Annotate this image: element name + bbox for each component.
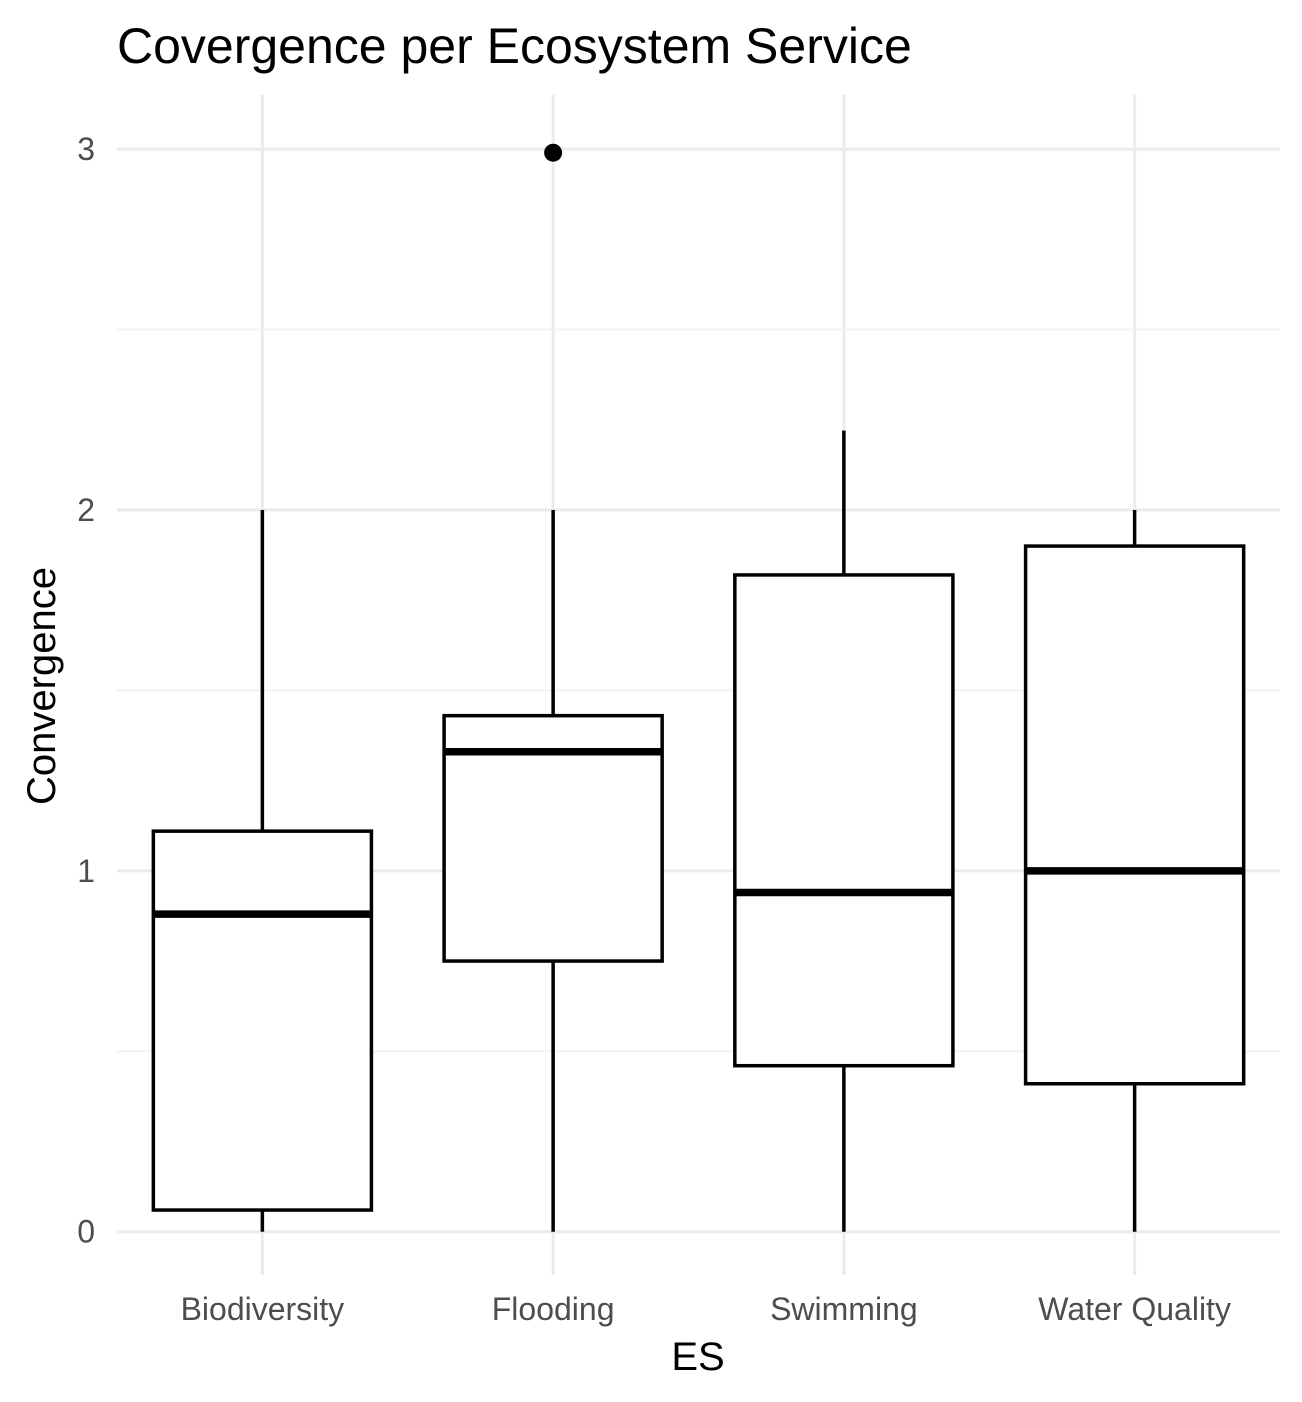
x-tick-label: Flooding [492, 1291, 615, 1327]
box-iqr [151, 829, 374, 1212]
x-tick-label: Swimming [770, 1291, 918, 1327]
x-axis-title: ES [671, 1335, 724, 1379]
y-tick-label: 3 [77, 131, 95, 167]
box-iqr [1023, 544, 1246, 1086]
y-tick-label: 1 [77, 853, 95, 889]
x-tick-label: Biodiversity [181, 1291, 345, 1327]
box-iqr [442, 713, 664, 963]
label-layer: 0 1 2 3 Biodiversity Flooding Swimming Water Qu… [77, 131, 1231, 1327]
y-axis-title: Convergence [20, 567, 64, 805]
chart-title: Covergence per Ecosystem Service [117, 18, 912, 74]
x-tick-label: Water Quality [1038, 1291, 1231, 1327]
box-iqr [733, 573, 955, 1068]
outlier-point [544, 143, 563, 162]
y-tick-label: 2 [77, 492, 95, 528]
y-tick-label: 0 [77, 1214, 95, 1250]
box-layer [151, 143, 1246, 1232]
